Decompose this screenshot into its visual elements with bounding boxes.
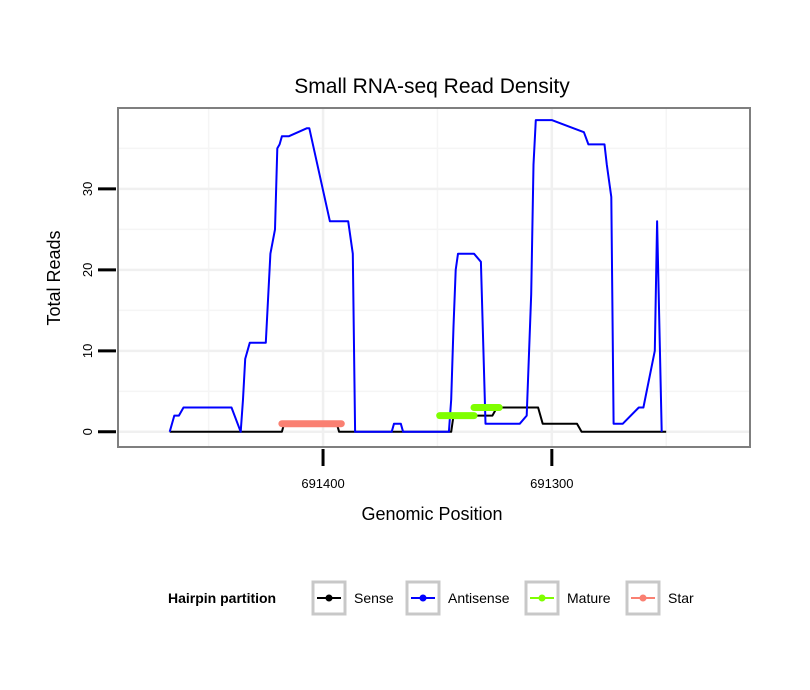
legend-key-point [639,594,647,602]
x-tick-label: 691300 [530,476,573,491]
legend-label-mature: Mature [567,590,611,606]
legend-item-star: Star [625,580,694,616]
y-tick-label: 20 [80,263,95,277]
chart-title: Small RNA-seq Read Density [294,75,570,98]
legend-label-star: Star [668,590,694,606]
y-tick-label: 10 [80,344,95,358]
x-axis-title: Genomic Position [361,504,502,524]
y-tick-label: 30 [80,182,95,196]
legend: Hairpin partition Sense Antisense Mature St… [168,580,694,616]
series-mature [436,404,503,420]
legend-item-antisense: Antisense [405,580,510,616]
x-tick-label: 691400 [301,476,344,491]
legend-label-antisense: Antisense [448,590,510,606]
y-axis-title: Total Reads [44,230,64,325]
axis-layer: 0 10 20 30 691400 691300 [80,182,574,491]
legend-key-point [419,594,427,602]
series-layer [168,119,667,433]
legend-item-sense: Sense [311,580,394,616]
legend-label-sense: Sense [354,590,394,606]
legend-key-point [538,594,546,602]
legend-key-point [325,594,333,602]
legend-title: Hairpin partition [168,590,276,606]
plot-panel [118,108,750,447]
legend-item-mature: Mature [524,580,611,616]
y-tick-label: 0 [80,428,95,435]
plot-border [117,107,751,448]
